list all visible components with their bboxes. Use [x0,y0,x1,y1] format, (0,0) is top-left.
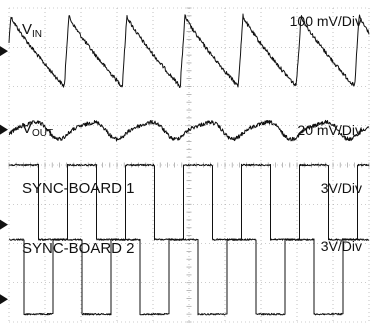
waveform-traces [8,13,370,316]
channel-labels: VIN 100 mV/Div VOUT 20 mV/Div SYNC-BOARD… [22,13,362,257]
channel-3-trace [8,163,370,241]
channel-2-scale: 20 mV/Div [297,122,362,138]
channel-3-name: SYNC-BOARD 1 [22,180,135,197]
channel-2-ground-marker [0,124,8,135]
channel-4-scale: 3V/Div [321,238,362,254]
channel-3-scale: 3V/Div [321,180,362,196]
channel-2-name: VOUT [22,120,53,139]
channel-4-name: SYNC-BOARD 2 [22,240,135,257]
channel-3-ground-marker [0,219,8,230]
channel-1-ground-marker [0,46,8,57]
channel-ground-markers [0,46,8,305]
channel-4-trace [8,238,370,316]
channel-1-name: VIN [22,21,42,40]
graticule [8,7,370,323]
channel-4-ground-marker [0,294,8,305]
channel-1-trace [8,13,370,88]
channel-2-trace [8,119,370,142]
channel-1-scale: 100 mV/Div [290,13,362,29]
